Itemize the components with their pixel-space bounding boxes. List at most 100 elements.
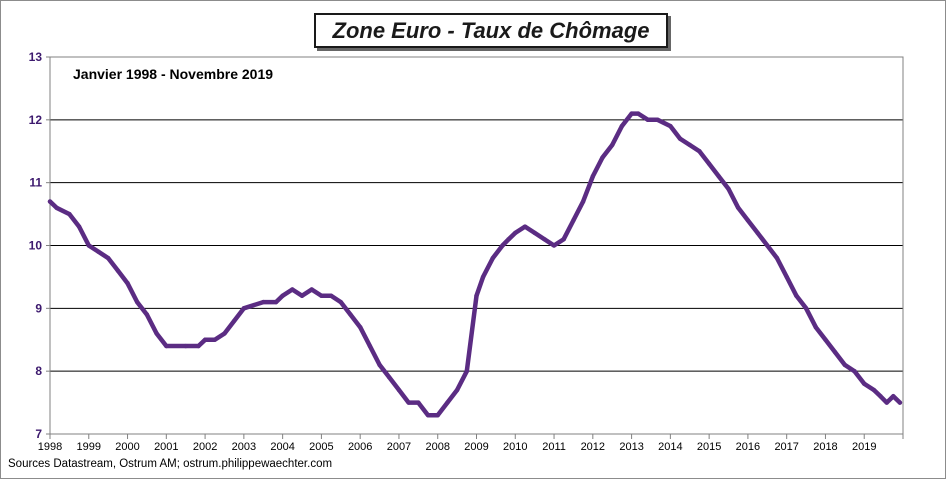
data-point <box>706 161 712 167</box>
data-point <box>803 306 809 311</box>
data-point <box>290 287 295 292</box>
data-point <box>154 331 159 336</box>
data-point <box>784 274 789 280</box>
data-point <box>338 299 343 305</box>
data-point <box>67 211 72 217</box>
x-tick-label: 2013 <box>619 441 643 453</box>
y-tick-label: 10 <box>29 239 43 253</box>
data-point <box>513 230 518 236</box>
data-point <box>196 343 201 349</box>
x-tick-label: 2007 <box>387 441 411 453</box>
data-point <box>202 337 208 342</box>
x-tick-label: 2017 <box>774 441 798 453</box>
data-point <box>319 293 324 298</box>
data-point <box>454 387 460 393</box>
data-point <box>532 230 537 236</box>
data-point <box>86 243 91 248</box>
chart-title-box: Zone Euro - Taux de Chômage <box>314 13 668 48</box>
data-point <box>76 224 82 229</box>
data-point <box>280 293 285 298</box>
data-point <box>852 368 857 374</box>
data-point <box>273 299 279 305</box>
data-point <box>871 387 877 393</box>
data-point <box>125 281 130 286</box>
data-point <box>47 199 53 204</box>
x-tick-label: 2002 <box>193 441 217 453</box>
data-point <box>897 400 903 405</box>
x-tick-label: 2011 <box>542 441 566 453</box>
x-tick-label: 1999 <box>77 441 101 453</box>
data-point <box>212 337 217 342</box>
data-point <box>445 400 450 405</box>
x-tick-label: 2012 <box>581 441 605 453</box>
data-point <box>629 111 634 116</box>
data-point <box>367 343 373 349</box>
x-tick-label: 2016 <box>736 441 760 453</box>
data-point <box>677 136 683 141</box>
data-point <box>765 243 770 248</box>
data-point <box>600 155 605 160</box>
data-point <box>655 117 660 123</box>
x-tick-label: 2015 <box>697 441 721 453</box>
data-point <box>387 375 392 380</box>
data-point <box>231 318 237 324</box>
series-layer <box>47 111 903 418</box>
data-point <box>832 350 838 355</box>
data-point <box>357 324 363 330</box>
data-point <box>571 218 576 223</box>
data-point <box>464 368 470 374</box>
data-point <box>474 293 479 298</box>
chart-title: Zone Euro - Taux de Chômage <box>332 17 650 43</box>
data-point <box>377 362 382 368</box>
gridlines <box>50 119 903 372</box>
data-point <box>645 117 651 123</box>
data-point <box>813 324 818 330</box>
data-point <box>115 268 121 273</box>
data-point <box>884 400 889 405</box>
x-tick-label: 2008 <box>425 441 449 453</box>
x-tick-label: 2006 <box>348 441 372 453</box>
x-tick-label: 2019 <box>852 441 876 453</box>
data-point <box>425 412 431 418</box>
data-point <box>480 274 486 280</box>
x-axis-ticks: 1998 1999 2000 2001 2002 2003 2004 2005 2006 2007… <box>38 434 904 453</box>
data-point <box>726 186 731 192</box>
data-point <box>222 331 227 336</box>
x-tick-label: 2003 <box>232 441 256 453</box>
data-point <box>823 337 828 342</box>
x-tick-label: 2009 <box>464 441 488 453</box>
data-point <box>490 255 495 261</box>
y-tick-label: 12 <box>29 113 43 127</box>
y-tick-label: 8 <box>35 364 42 378</box>
data-point <box>891 394 896 399</box>
data-point <box>96 249 101 254</box>
data-point <box>716 174 722 179</box>
data-point <box>668 123 673 129</box>
data-point <box>580 199 586 204</box>
series-line-unemployment-rate <box>47 111 903 418</box>
data-point <box>542 237 547 242</box>
data-point <box>635 111 641 116</box>
data-point <box>878 394 883 399</box>
x-tick-label: 1998 <box>38 441 62 453</box>
chart-subtitle: Janvier 1998 - Novembre 2019 <box>73 66 273 82</box>
x-tick-label: 2005 <box>309 441 333 453</box>
x-tick-label: 2010 <box>503 441 527 453</box>
data-point <box>261 299 266 305</box>
data-point <box>842 362 848 368</box>
data-point <box>619 123 625 129</box>
data-point <box>348 312 353 317</box>
data-point <box>144 312 150 317</box>
data-point <box>610 142 615 148</box>
data-point <box>774 255 780 261</box>
data-point <box>135 299 140 305</box>
data-point <box>522 224 528 229</box>
data-point <box>54 205 59 210</box>
y-axis-ticks: 13 12 11 10 9 8 7 <box>29 50 50 441</box>
data-point <box>105 255 111 261</box>
x-tick-label: 2000 <box>115 441 139 453</box>
data-point <box>328 293 334 298</box>
data-point <box>416 400 421 405</box>
